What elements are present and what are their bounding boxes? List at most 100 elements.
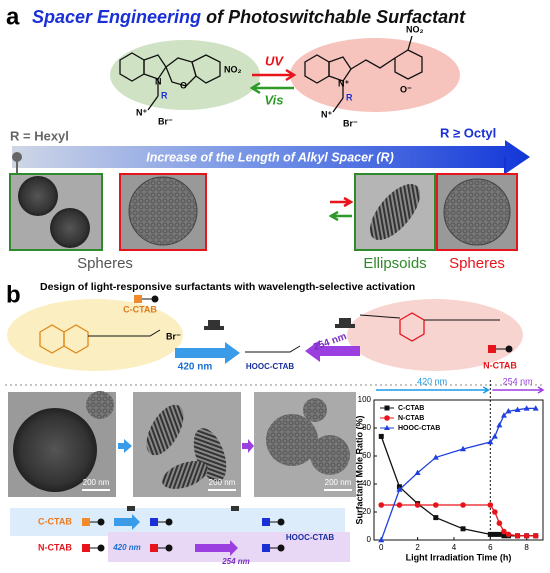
series-line — [380, 436, 536, 537]
legend-marker — [384, 425, 390, 430]
marker — [396, 486, 403, 492]
arrow-254 — [305, 340, 360, 362]
marker — [378, 433, 384, 439]
title-rest: of Photoswitchable Surfactant — [206, 7, 466, 27]
chain — [245, 345, 301, 353]
length-arrow — [12, 140, 530, 174]
open-structure — [304, 35, 423, 113]
arrow-text: Increase of the Length of Alkyl Spacer (… — [146, 150, 394, 164]
closed-bg — [110, 40, 260, 110]
scheme-band — [10, 508, 345, 536]
atom: O⁻ — [400, 84, 412, 94]
marker — [433, 515, 439, 521]
marker — [492, 509, 498, 515]
marker — [496, 531, 502, 537]
atom: NO₂ — [224, 64, 242, 74]
marker — [432, 454, 439, 460]
tem-images — [9, 173, 518, 251]
title-highlight: Spacer Engineering — [32, 7, 201, 27]
hooc-ctab-label: HOOC-CTAB — [246, 362, 295, 371]
x-tick-label: 2 — [415, 543, 420, 552]
marker — [378, 502, 385, 508]
marker — [505, 408, 512, 414]
annotation-arrow — [376, 386, 490, 394]
atom: R — [161, 90, 168, 100]
legend-marker — [384, 415, 390, 421]
morphology: Spheres — [449, 255, 505, 272]
marker — [492, 531, 498, 537]
atom: Br⁻ — [343, 118, 358, 128]
marker — [460, 526, 466, 532]
y-axis-label: Surfactant Mole Ratio (%) — [354, 415, 364, 524]
marker — [460, 502, 466, 508]
marker — [514, 533, 521, 539]
marker — [532, 533, 539, 539]
lamp — [335, 318, 355, 328]
c-ctab-label: C-CTAB — [123, 304, 157, 314]
annotation-arrow — [492, 386, 545, 394]
atom: R — [346, 92, 353, 102]
marker — [500, 412, 507, 418]
marker — [491, 433, 498, 439]
long-spacer: R ≥ Octyl — [440, 125, 496, 140]
marker — [496, 520, 503, 526]
atom: N⁺ — [136, 107, 147, 117]
x-tick-label: 8 — [524, 543, 529, 552]
scheme-icons — [82, 506, 285, 556]
n-ctab-label: N-CTAB — [483, 360, 517, 370]
scheme-label: HOOC-CTAB — [286, 533, 335, 542]
marker — [501, 533, 507, 539]
marker — [432, 502, 439, 508]
series-line — [381, 504, 536, 537]
lamp — [204, 320, 224, 330]
chain — [88, 329, 161, 337]
scheme-wavelength: 420 nm — [112, 543, 141, 552]
uv-arrow — [252, 68, 297, 82]
legend-label: C-CTAB — [398, 405, 424, 412]
atom: Br⁻ — [158, 116, 173, 126]
scale-bar: 200 nm — [209, 478, 236, 487]
panel-label: b — [6, 281, 21, 308]
atom: N⁺ — [338, 78, 349, 88]
y-tick-label: 80 — [362, 423, 371, 432]
y-tick-label: 20 — [362, 507, 371, 516]
marker — [514, 406, 521, 412]
open-bg — [290, 38, 460, 112]
x-tick-label: 4 — [452, 543, 457, 552]
y-tick-label: 60 — [362, 451, 371, 460]
marker — [523, 405, 530, 411]
scheme-label: N-CTAB — [38, 542, 72, 552]
marker — [414, 469, 421, 475]
y-tick-label: 100 — [358, 395, 372, 404]
scale-bar: 200 nm — [83, 478, 110, 487]
scheme-wavelength: 254 nm — [221, 557, 250, 566]
marker — [487, 438, 494, 445]
marker — [532, 405, 539, 411]
morphology: Ellipsoids — [363, 255, 426, 272]
marker — [487, 502, 494, 508]
legend-label: HOOC-CTAB — [398, 425, 440, 432]
nitrobenzyl — [399, 312, 425, 342]
x-tick-label: 6 — [488, 543, 493, 552]
vis-label: Vis — [264, 92, 283, 107]
atom: Br⁻ — [166, 331, 181, 341]
atom: N — [155, 76, 162, 86]
annotation: 254 nm — [503, 376, 533, 386]
x-axis-label: Light Irradiation Time (h) — [406, 552, 512, 562]
scale-bar: 200 nm — [325, 478, 352, 487]
chain — [359, 314, 500, 321]
tem-row — [8, 391, 356, 497]
y-tick-label: 40 — [362, 479, 371, 488]
marker — [487, 531, 493, 537]
scheme-label: C-CTAB — [38, 516, 72, 526]
y-tick-label: 0 — [367, 535, 372, 544]
marker — [501, 528, 507, 535]
coumarin — [39, 324, 89, 354]
title: Spacer Engineering of Photoswitchable Su… — [32, 7, 466, 27]
wavelength: 420 nm — [178, 362, 213, 373]
atom: NO₂ — [406, 24, 424, 34]
morphology: Spheres — [77, 255, 133, 272]
marker — [523, 533, 530, 539]
panel-label: a — [6, 3, 20, 30]
